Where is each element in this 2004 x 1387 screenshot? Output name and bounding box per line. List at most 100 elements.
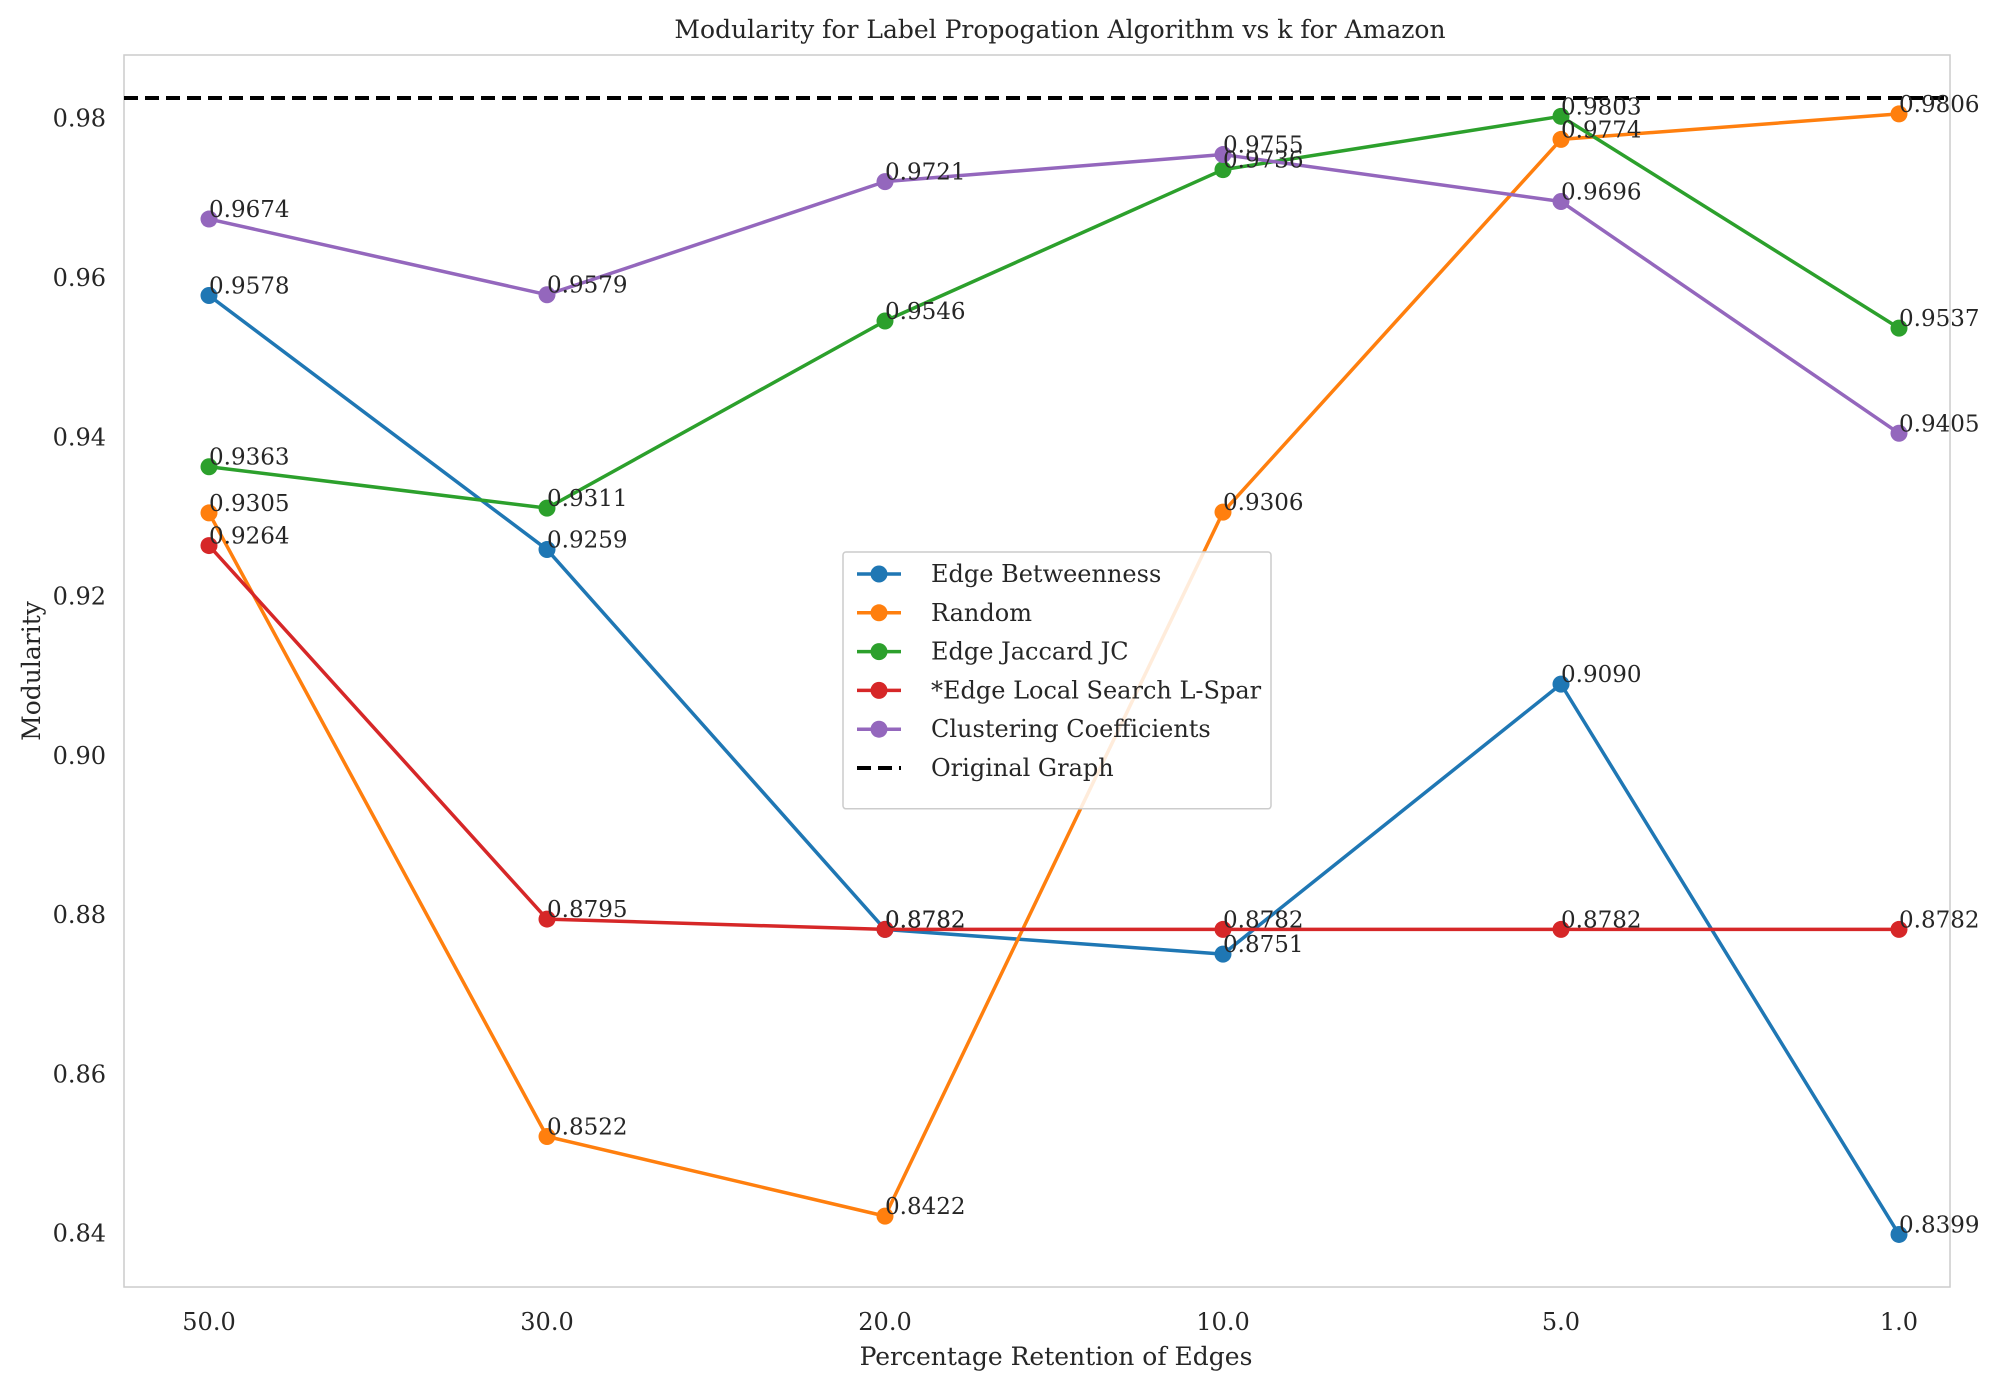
data-label: 0.9806 (1899, 92, 1979, 118)
data-point (1552, 107, 1570, 125)
data-point (200, 287, 218, 305)
data-label: 0.9546 (885, 299, 965, 325)
y-tick-label: 0.84 (53, 1220, 106, 1248)
data-label: 0.8782 (1561, 907, 1641, 933)
data-point (1552, 130, 1570, 148)
data-label: 0.8751 (1223, 932, 1303, 958)
data-point (1552, 675, 1570, 693)
data-point (1214, 945, 1232, 963)
data-label: 0.8795 (547, 897, 627, 923)
legend-entry-label: Random (931, 599, 1032, 627)
series-layer (200, 105, 1908, 1243)
y-tick-label: 0.96 (53, 264, 106, 292)
data-point (538, 541, 556, 559)
data-label: 0.8782 (885, 907, 965, 933)
series-line (207, 112, 1900, 1218)
legend-frame (842, 551, 1272, 810)
series-line (208, 152, 1900, 435)
x-tick-label: 10.0 (1196, 1308, 1249, 1336)
data-label: 0.8782 (1223, 907, 1303, 933)
legend-entry-label: Clustering Coefficients (931, 715, 1211, 743)
data-point (1214, 503, 1232, 521)
data-label: 0.9305 (209, 491, 289, 517)
data-point (876, 920, 894, 938)
data-point (538, 1127, 556, 1145)
data-point (200, 537, 218, 555)
legend-swatch-marker (870, 604, 888, 622)
data-label: 0.9721 (885, 160, 965, 186)
data-point (1890, 1225, 1908, 1243)
data-label: 0.9090 (1561, 662, 1641, 688)
x-axis-label: Percentage Retention of Edges (860, 1342, 1253, 1371)
series-line (207, 294, 1901, 1236)
legend-swatch-marker (870, 643, 888, 661)
data-point (876, 173, 894, 191)
data-label: 0.9306 (1223, 490, 1303, 516)
legend-entry-label: *Edge Local Search L-Spar (931, 676, 1262, 704)
data-label: 0.9405 (1899, 411, 1979, 437)
series-line (208, 114, 1900, 510)
y-tick-label: 0.90 (53, 742, 106, 770)
y-tick-label: 0.94 (53, 423, 106, 451)
data-label: 0.9755 (1223, 133, 1303, 159)
legend-entry-label: Edge Betweenness (931, 560, 1161, 588)
data-label: 0.9674 (209, 197, 289, 223)
x-tick-label: 50.0 (182, 1308, 235, 1336)
data-point (1214, 920, 1232, 938)
data-point (1890, 319, 1908, 337)
legend-swatch-marker (870, 720, 888, 738)
y-tick-label: 0.98 (53, 105, 106, 133)
data-label: 0.9264 (209, 524, 289, 550)
data-point (1214, 146, 1232, 164)
data-point (876, 1207, 894, 1225)
data-point (1214, 161, 1232, 179)
data-point (538, 499, 556, 517)
data-label: 0.8422 (885, 1194, 965, 1220)
data-label: 0.9578 (209, 274, 289, 300)
data-point (200, 210, 218, 228)
data-point (1890, 424, 1908, 442)
data-point (200, 504, 218, 522)
y-tick-label: 0.86 (53, 1060, 106, 1088)
data-label: 0.9311 (547, 486, 627, 512)
plot-area-frame (123, 54, 1951, 1288)
legend-entry-label: Original Graph (931, 754, 1114, 782)
x-tick-label: 30.0 (520, 1308, 573, 1336)
data-point (1890, 105, 1908, 123)
data-label: 0.9259 (547, 528, 627, 554)
data-labels-layer: 0.95780.92590.87820.87510.90900.83990.93… (209, 92, 1979, 1239)
x-tick-label: 1.0 (1880, 1308, 1918, 1336)
data-label: 0.9363 (209, 445, 289, 471)
data-label: 0.9803 (1561, 94, 1641, 120)
data-label: 0.8782 (1899, 907, 1979, 933)
y-tick-label: 0.88 (53, 901, 106, 929)
legend: Edge Betweenness Random Edge Jaccard JC *Ed… (842, 551, 1272, 810)
series-line (207, 544, 1899, 932)
data-point (876, 312, 894, 330)
legend-swatch-marker (870, 681, 888, 699)
legend-entry-label: Edge Jaccard JC (931, 638, 1129, 666)
data-label: 0.8782 (885, 907, 965, 933)
y-axis-ticks: 0.84 0.86 0.88 0.90 0.92 0.94 0.96 0.98 (53, 105, 106, 1248)
x-tick-label: 5.0 (1542, 1308, 1580, 1336)
data-point (200, 458, 218, 476)
data-point (538, 286, 556, 304)
data-label: 0.9774 (1561, 117, 1641, 143)
data-label: 0.9579 (547, 273, 627, 299)
data-point (1552, 920, 1570, 938)
data-point (1890, 920, 1908, 938)
data-label: 0.9696 (1561, 180, 1641, 206)
legend-swatch-marker (870, 565, 888, 583)
data-label: 0.8522 (547, 1114, 627, 1140)
chart-title: Modularity for Label Propogation Algorit… (674, 15, 1445, 44)
x-axis-ticks: 50.0 30.0 20.0 10.0 5.0 1.0 (182, 1308, 1918, 1336)
data-label: 0.8399 (1899, 1212, 1979, 1238)
data-point (1552, 193, 1570, 211)
x-tick-label: 20.0 (858, 1308, 911, 1336)
data-label: 0.9736 (1223, 148, 1303, 174)
y-tick-label: 0.92 (53, 583, 106, 611)
data-point (538, 910, 556, 928)
y-axis-label: Modularity (17, 600, 46, 741)
data-label: 0.9537 (1899, 306, 1979, 332)
